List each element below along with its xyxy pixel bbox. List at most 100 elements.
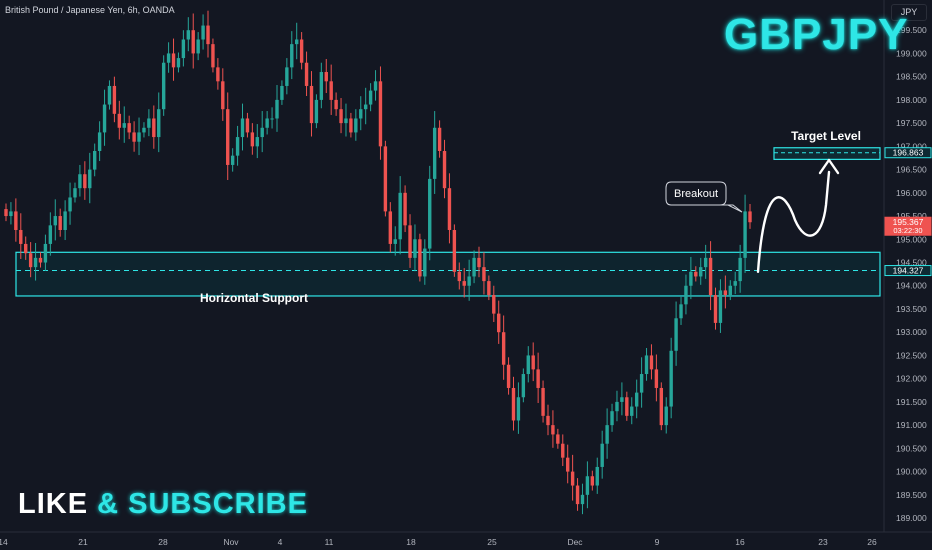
x-tick-label: 21 (78, 537, 88, 547)
y-tick-label: 199.500 (896, 25, 927, 35)
candle-body (462, 281, 466, 286)
candle-body (216, 67, 220, 82)
x-tick-label: 9 (655, 537, 660, 547)
current-price-tag-countdown: 03:22:30 (893, 226, 922, 235)
y-tick-label: 197.500 (896, 118, 927, 128)
candle-body (275, 99, 279, 119)
candle-body (565, 457, 570, 472)
candle-body (196, 39, 200, 54)
candle-body (102, 104, 107, 133)
candle-body (694, 271, 698, 277)
candle-body (432, 127, 437, 179)
target-price-tag: 196.863 (893, 148, 924, 158)
candle-body (536, 369, 540, 388)
projection-path (756, 170, 831, 274)
candle-body (506, 364, 511, 388)
target-label: Target Level (791, 129, 861, 143)
candle-body (546, 415, 550, 426)
x-tick-label: 4 (278, 537, 283, 547)
y-tick-label: 193.000 (896, 327, 927, 337)
candle-body (186, 30, 191, 40)
candle-body (570, 471, 575, 486)
candle-body (132, 132, 136, 142)
candle-body (531, 355, 535, 370)
candle-body (270, 118, 274, 120)
candle-body (191, 30, 195, 54)
candle-body (235, 137, 240, 156)
y-tick-label: 196.000 (896, 188, 927, 198)
candle-body (304, 62, 309, 86)
x-tick-label: 14 (0, 537, 8, 547)
candle-body (250, 132, 255, 147)
candle-body (152, 118, 156, 138)
candle-body (615, 401, 619, 412)
candle-body (452, 229, 457, 272)
candle-body (127, 123, 131, 133)
candle-body (423, 248, 427, 277)
candle-body (88, 169, 92, 189)
y-tick-label: 199.000 (896, 48, 927, 58)
candle-body (368, 90, 373, 105)
candle-body (699, 267, 703, 277)
candle-body (703, 257, 708, 268)
candle-body (634, 392, 639, 407)
candle-body (43, 243, 48, 263)
y-tick-label: 198.500 (896, 72, 927, 82)
candle-body (664, 406, 668, 426)
candle-body (63, 211, 67, 230)
candle-body (280, 85, 284, 100)
y-tick-label: 191.500 (896, 397, 927, 407)
candle-body (748, 211, 752, 223)
candle-body (53, 216, 57, 226)
x-tick-label: Dec (567, 537, 583, 547)
candle-body (68, 197, 72, 212)
candle-body (14, 211, 18, 230)
candle-body (117, 113, 122, 128)
candle-body (472, 257, 476, 277)
candle-body (334, 99, 338, 110)
candle-body (206, 25, 210, 45)
candle-body (157, 109, 161, 138)
candle-body (457, 271, 461, 282)
y-tick-label: 190.000 (896, 467, 927, 477)
y-tick-label: 198.000 (896, 95, 927, 105)
candle-body (689, 271, 693, 286)
candle-body (295, 39, 299, 45)
candle-body (393, 239, 397, 244)
candle-body (610, 411, 614, 426)
candle-body (378, 81, 383, 147)
y-tick-label: 193.500 (896, 304, 927, 314)
candle-body (437, 127, 442, 152)
candle-body (595, 466, 599, 486)
candle-body (260, 127, 264, 138)
like-subscribe-banner: LIKE & SUBSCRIBE (18, 488, 308, 521)
candle-body (28, 253, 33, 268)
ticker-title: GBPJPY (724, 10, 909, 59)
candle-body (142, 127, 146, 133)
candle-body (221, 81, 225, 110)
x-tick-label: 25 (487, 537, 497, 547)
candle-body (477, 257, 481, 268)
candle-body (718, 290, 723, 323)
currency-button[interactable]: JPY (891, 4, 927, 21)
candle-body (590, 476, 595, 486)
y-tick-label: 195.000 (896, 234, 927, 244)
x-tick-label: 28 (158, 537, 168, 547)
candle-body (428, 178, 432, 249)
candle-body (314, 99, 319, 124)
candle-body (649, 355, 654, 370)
projection-arrowhead (818, 158, 840, 175)
candle-body (738, 257, 742, 282)
support-label: Horizontal Support (200, 291, 308, 305)
candle-body (19, 229, 23, 244)
candle-body (516, 397, 521, 421)
cta-amp: & (97, 488, 120, 520)
candle-body (9, 211, 13, 217)
support-price-tag-box (884, 265, 932, 277)
candle-body (33, 257, 38, 268)
candle-body (708, 257, 713, 296)
support-zone (15, 251, 881, 297)
candle-body (521, 374, 526, 398)
x-tick-label: Nov (223, 537, 239, 547)
